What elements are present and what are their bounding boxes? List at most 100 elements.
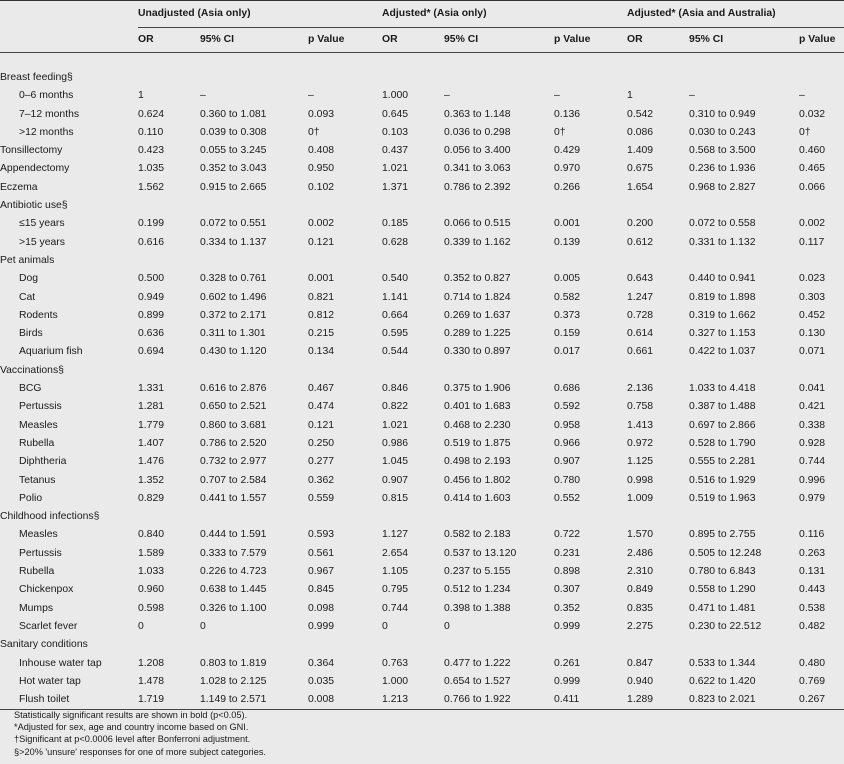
cell-p: 0.967 (308, 566, 335, 578)
cell-ci: 0.056 to 3.400 (444, 145, 511, 157)
table-row: Pertussis 1.589 0.333 to 7.579 0.561 2.654 0.… (0, 545, 844, 563)
cell-ci (444, 508, 554, 526)
row-label: ≤15 years (19, 218, 65, 230)
cell-p: 0.812 (308, 309, 335, 321)
cell-or: 0.899 (138, 309, 165, 321)
cell-p: 0.093 (308, 108, 335, 120)
table-row: Rodents 0.899 0.372 to 2.171 0.812 0.664 0.26… (0, 307, 844, 325)
cell-p: 0† (308, 126, 320, 138)
cell-or (627, 197, 689, 215)
section-row: Antibiotic use§ (0, 197, 844, 215)
cell-or: 1.371 (382, 181, 409, 193)
row-label: 0–6 months (19, 90, 74, 102)
footnotes: Statistically significant results are sh… (14, 709, 266, 758)
table-row: Cat 0.949 0.602 to 1.496 0.821 1.141 0.714 to… (0, 289, 844, 307)
cell-p (554, 508, 627, 526)
cell-or (382, 362, 444, 380)
cell-or: 1.589 (138, 547, 165, 559)
table-row: Hot water tap 1.478 1.028 to 2.125 0.035 1.0… (0, 673, 844, 691)
cell-ci (444, 197, 554, 215)
cell-ci (200, 362, 308, 380)
cell-ci: 0.289 to 1.225 (444, 328, 511, 340)
cell-ci: 0.582 to 2.183 (444, 529, 511, 541)
cell-ci: 0.505 to 12.248 (689, 547, 762, 559)
cell-p (308, 197, 382, 215)
row-label: Pertussis (19, 547, 62, 559)
cell-p (308, 69, 382, 87)
cell-ci: 0.860 to 3.681 (200, 419, 267, 431)
cell-p: 0.928 (799, 437, 826, 449)
cell-ci: – (200, 90, 206, 102)
cell-ci: 0.622 to 1.420 (689, 675, 756, 687)
cell-ci: 0.895 to 2.755 (689, 529, 756, 541)
cell-p: 0.266 (554, 181, 581, 193)
cell-or: 1.127 (382, 529, 409, 541)
cell-or: 1.000 (382, 675, 409, 687)
cell-p: 0.373 (554, 309, 581, 321)
cell-ci: 1.033 to 4.418 (689, 383, 756, 395)
cell-ci: 0.638 to 1.445 (200, 584, 267, 596)
cell-or: 0.544 (382, 346, 409, 358)
cell-or: 0.636 (138, 328, 165, 340)
cell-or: 1.009 (627, 492, 654, 504)
cell-ci: 0.430 to 1.120 (200, 346, 267, 358)
column-header-or: OR (627, 27, 690, 53)
cell-ci (689, 508, 799, 526)
cell-or: 0.110 (138, 126, 164, 138)
cell-ci: 0.401 to 1.683 (444, 401, 511, 413)
cell-ci: 0.444 to 1.591 (200, 529, 267, 541)
cell-or: 1.570 (627, 529, 654, 541)
cell-or (382, 69, 444, 87)
cell-or (627, 362, 689, 380)
cell-or: 0.540 (382, 273, 409, 285)
cell-ci: 0.471 to 1.481 (689, 602, 756, 614)
cell-p (799, 69, 844, 87)
cell-or: 0.763 (382, 657, 409, 669)
table-row: Pertussis 1.281 0.650 to 2.521 0.474 0.822 0.… (0, 398, 844, 416)
cell-ci: 0.533 to 1.344 (689, 657, 756, 669)
cell-or: 0.628 (382, 236, 409, 248)
table-row: 7–12 months 0.624 0.360 to 1.081 0.093 0.645… (0, 106, 844, 124)
cell-ci: 0.311 to 1.301 (200, 328, 266, 340)
cell-or: 1.021 (382, 419, 409, 431)
row-label: Birds (19, 328, 43, 340)
cell-p: 0.561 (308, 547, 335, 559)
cell-ci: 0.326 to 1.100 (200, 602, 267, 614)
cell-or: 0.423 (138, 145, 165, 157)
cell-ci: – (444, 90, 450, 102)
cell-ci: 0.732 to 2.977 (200, 456, 267, 468)
row-label: Eczema (0, 181, 38, 193)
row-label: Hot water tap (19, 675, 81, 687)
cell-ci: 0.327 to 1.153 (689, 328, 756, 340)
cell-p: 0.362 (308, 474, 335, 486)
cell-p: 0.898 (554, 566, 581, 578)
cell-or: 0.624 (138, 108, 165, 120)
cell-ci: 0.341 to 3.063 (444, 163, 511, 175)
cell-p: 0.116 (799, 529, 825, 541)
cell-ci: 0.555 to 2.281 (689, 456, 756, 468)
cell-ci: 0.066 to 0.515 (444, 218, 511, 230)
cell-ci: 0.456 to 1.802 (444, 474, 511, 486)
cell-p: 0.411 (554, 691, 628, 711)
cell-p: 0.999 (554, 675, 581, 687)
cell-or: 0.758 (627, 401, 654, 413)
cell-or: 1.476 (138, 456, 165, 468)
cell-ci: 0.766 to 1.922 (444, 691, 555, 711)
cell-p: 0.970 (554, 163, 581, 175)
cell-p: 0.002 (308, 218, 335, 230)
cell-p: 0.821 (308, 291, 335, 303)
cell-ci: 0.498 to 2.193 (444, 456, 511, 468)
table-row: Rubella 1.407 0.786 to 2.520 0.250 0.986 0.51… (0, 435, 844, 453)
cell-p: 0† (799, 126, 811, 138)
row-label: Aquarium fish (19, 346, 83, 358)
cell-or: 0.103 (382, 126, 409, 138)
cell-p: 0.159 (554, 328, 581, 340)
cell-or: 0.795 (382, 584, 409, 596)
cell-ci: 0.915 to 2.665 (200, 181, 267, 193)
cell-p: 0.215 (308, 328, 335, 340)
row-label: Rubella (19, 437, 55, 449)
cell-or: 1.352 (138, 474, 165, 486)
table-row: >15 years 0.616 0.334 to 1.137 0.121 0.628 0.… (0, 234, 844, 252)
cell-or (382, 252, 444, 270)
